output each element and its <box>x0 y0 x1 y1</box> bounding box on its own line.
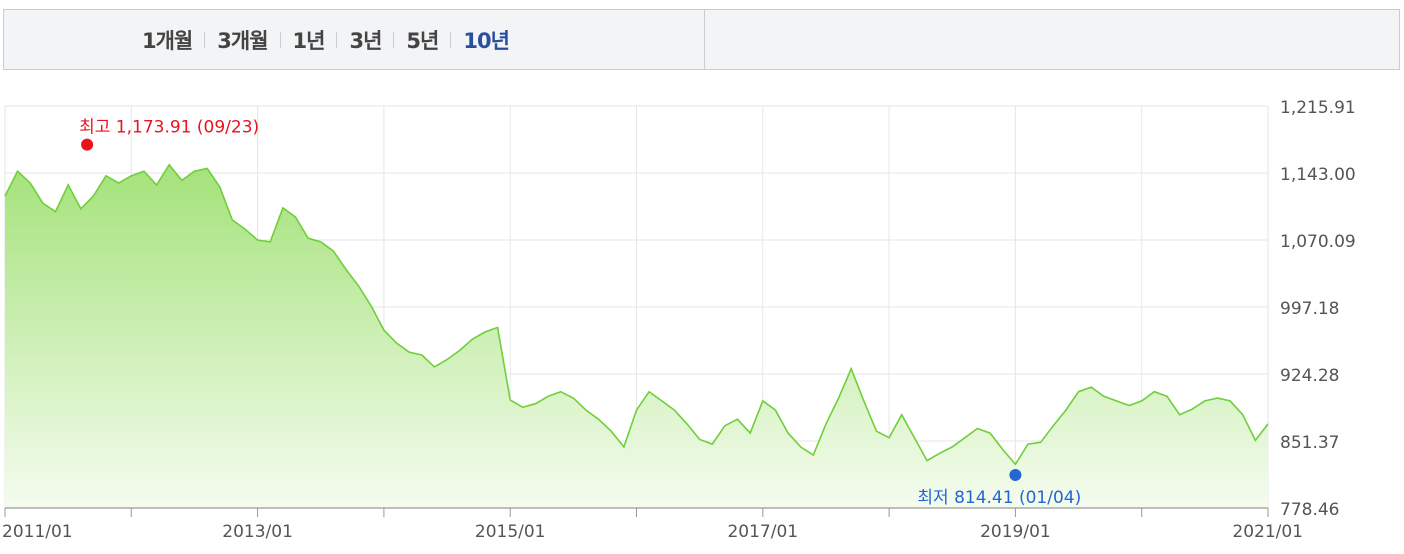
price-area <box>5 164 1268 508</box>
high-label: 최고 1,173.91 (09/23) <box>79 118 259 138</box>
x-tick-label: 2019/01 <box>980 522 1051 542</box>
low-label: 최저 814.41 (01/04) <box>917 488 1081 508</box>
y-tick-label: 778.46 <box>1280 500 1339 520</box>
tab-separator <box>279 31 281 48</box>
tab-1year[interactable]: 1년 <box>292 28 326 53</box>
tab-3months[interactable]: 3개월 <box>217 28 268 53</box>
tab-separator <box>336 31 338 48</box>
y-tick-label: 1,143.00 <box>1280 165 1356 185</box>
tab-5years[interactable]: 5년 <box>406 28 439 53</box>
y-tick-label: 1,070.09 <box>1280 232 1356 252</box>
period-tabs: 1개월 3개월 1년 3년 5년 10년 <box>142 10 510 69</box>
low-marker <box>1009 468 1022 481</box>
y-tick-label: 924.28 <box>1280 366 1339 386</box>
x-tick-label: 2021/01 <box>1232 522 1303 542</box>
x-tick-label: 2013/01 <box>222 522 293 542</box>
y-tick-label: 1,215.91 <box>1280 98 1356 118</box>
tab-10years[interactable]: 10년 <box>463 28 510 53</box>
tab-separator <box>393 31 395 48</box>
y-tick-label: 997.18 <box>1280 299 1339 319</box>
tab-bar-divider <box>704 10 705 69</box>
tab-3years[interactable]: 3년 <box>349 28 382 53</box>
x-tick-label: 2015/01 <box>475 522 546 542</box>
high-marker <box>81 138 94 151</box>
x-tick-label: 2017/01 <box>727 522 798 542</box>
tab-separator <box>450 31 452 48</box>
period-tab-bar: 1개월 3개월 1년 3년 5년 10년 <box>3 9 1400 70</box>
y-tick-label: 851.37 <box>1280 433 1339 453</box>
price-line <box>4 163 1269 466</box>
tab-1month[interactable]: 1개월 <box>142 28 193 53</box>
tab-separator <box>204 31 206 48</box>
x-tick-label: 2011/01 <box>2 522 73 542</box>
